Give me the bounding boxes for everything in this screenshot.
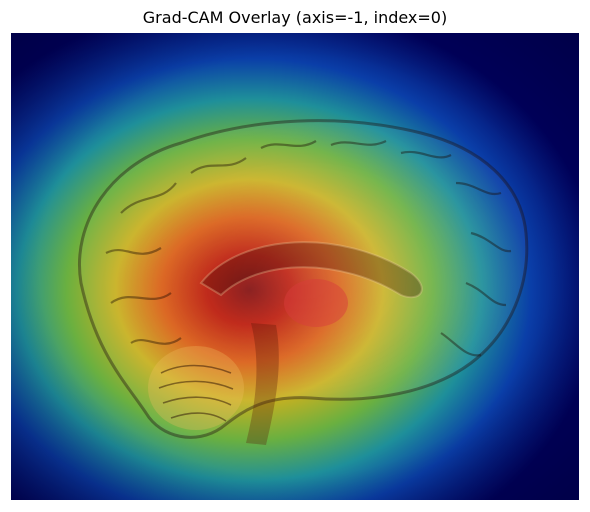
brain-silhouette [78,119,529,445]
gradcam-heatmap-svg [11,33,579,500]
gradcam-overlay-image [11,33,579,500]
figure-title: Grad-CAM Overlay (axis=-1, index=0) [142,8,448,27]
